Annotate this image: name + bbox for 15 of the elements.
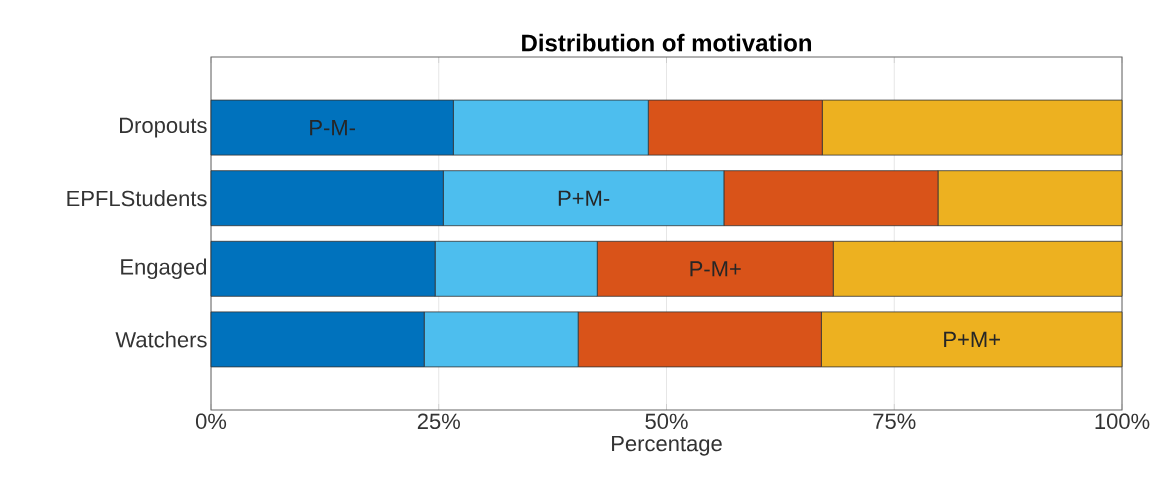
y-tick-label: Engaged (121, 258, 207, 280)
x-tick-label: 50% (645, 413, 688, 430)
series-label: P-M- (310, 120, 356, 136)
series-label: P+M- (558, 190, 610, 206)
chart-title: Distribution of motivation (522, 33, 812, 52)
x-tick-label: 100% (1095, 413, 1150, 430)
series-label: P+M+ (944, 331, 1000, 347)
y-tick-label: Dropouts (120, 117, 207, 138)
series-label: P-M+ (690, 261, 741, 277)
x-tick-label: 0% (195, 413, 227, 430)
x-tick-label: 25% (417, 413, 460, 430)
y-tick-label: Watchers (115, 331, 207, 348)
y-tick-label: EPFLStudents (67, 190, 207, 207)
x-axis-title: Percentage (612, 435, 722, 456)
x-tick-label: 75% (873, 413, 916, 430)
